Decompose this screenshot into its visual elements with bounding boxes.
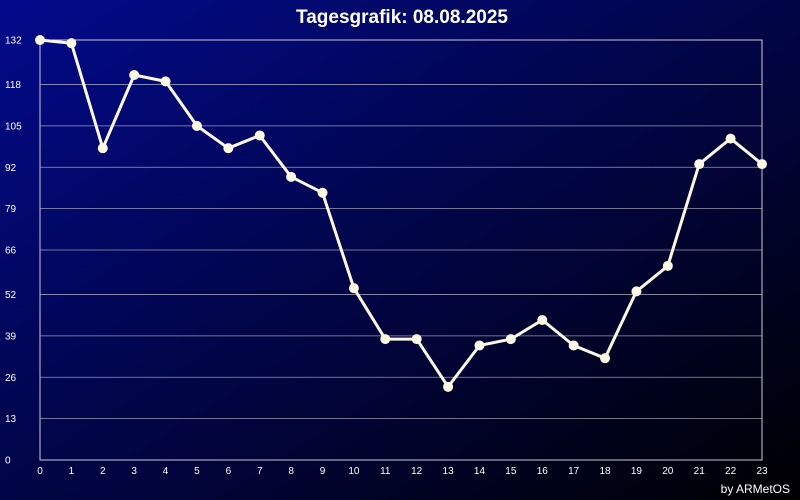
x-tick-label-9: 9 [320,466,326,477]
data-point-11 [380,334,391,345]
x-tick-label-3: 3 [131,466,137,477]
x-tick-label-1: 1 [69,466,75,477]
data-point-4 [160,76,171,87]
data-point-5 [191,120,202,131]
x-tick-label-17: 17 [568,466,580,477]
y-tick-label-105: 105 [5,121,22,132]
y-tick-label-52: 52 [5,290,17,301]
data-point-16 [537,315,548,325]
data-point-6 [223,143,234,154]
y-tick-label-26: 26 [5,373,17,384]
series-line-0 [38,38,764,389]
x-tick-labels: 0 1 2 3 4 5 6 7 8 9 10 11 12 13 14 15 16 17 18 19 20 21 22 23 [37,466,768,477]
data-point-3 [129,70,140,80]
y-tick-label-39: 39 [5,331,17,342]
y-tick-label-132: 132 [5,36,22,47]
x-tick-label-14: 14 [474,466,486,477]
x-tick-label-21: 21 [694,466,706,477]
plot-frame [39,39,763,461]
data-point-10 [348,283,359,294]
y-tick-label-66: 66 [5,246,17,257]
x-tick-label-7: 7 [257,466,263,477]
axes [39,39,763,461]
x-tick-label-22: 22 [725,466,737,477]
x-tick-label-13: 13 [443,466,455,477]
x-tick-label-4: 4 [163,466,169,477]
x-tick-label-23: 23 [756,466,768,477]
x-tick-label-0: 0 [37,466,43,477]
data-points [35,35,767,392]
y-tick-label-0: 0 [5,456,11,467]
y-tick-label-118: 118 [5,80,21,91]
data-point-17 [568,340,579,351]
x-tick-label-18: 18 [599,466,611,477]
data-point-13 [443,381,454,392]
data-point-15 [505,334,516,345]
x-tick-label-20: 20 [662,466,674,477]
x-tick-label-6: 6 [226,466,232,477]
chart-title: Tagesgrafik: 08.08.2025 [296,7,508,28]
data-point-0 [35,35,45,45]
y-tick-label-13: 13 [5,414,17,425]
data-point-9 [317,187,328,198]
data-point-23 [757,159,767,170]
y-tick-label-79: 79 [5,204,17,215]
data-point-7 [254,130,265,141]
data-point-21 [694,159,705,170]
data-point-20 [662,260,673,271]
data-point-18 [600,353,611,364]
x-tick-label-5: 5 [194,466,200,477]
data-point-8 [286,171,297,182]
x-tick-label-12: 12 [411,466,423,477]
y-tick-labels: 0 13 26 39 52 66 79 92 105 118 132 [5,36,22,467]
data-point-14 [474,340,485,351]
data-point-2 [97,143,108,154]
x-tick-label-19: 19 [631,466,643,477]
x-tick-label-16: 16 [537,466,549,477]
data-point-22 [725,133,736,144]
x-tick-label-8: 8 [288,466,294,477]
data-point-12 [411,334,422,345]
data-point-1 [66,38,77,49]
y-tick-label-92: 92 [5,163,17,174]
x-tick-label-11: 11 [380,466,391,477]
data-point-19 [631,286,642,297]
x-tick-label-10: 10 [348,466,360,477]
credit-label: by ARMetOS [721,482,790,496]
x-tick-label-2: 2 [100,466,106,477]
series-line-group [38,38,764,389]
x-tick-label-15: 15 [505,466,517,477]
